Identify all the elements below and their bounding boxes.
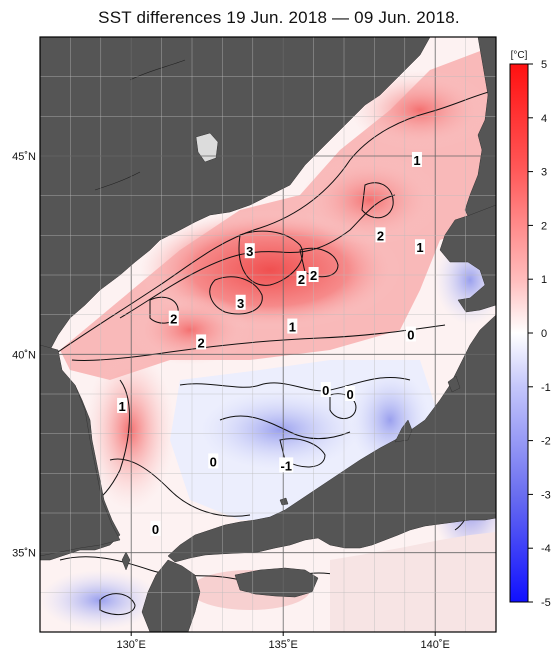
contour-label-text: 1 [289,320,296,335]
contour-label-bg [405,326,416,342]
contour-label-text: 1 [416,240,423,255]
shikoku [234,567,319,598]
contour-label: 2 [296,270,307,287]
contour-label: 1 [411,151,422,168]
map-frame [39,36,497,633]
contour-label-bg [244,243,255,259]
axis-labels: 130˚E 135˚E 140˚E 45˚N 40˚N 35˚N [12,151,450,651]
lat-lon-grid [40,37,496,632]
contour-label-bg [287,318,298,334]
contour-label-bg [150,520,161,536]
noto-peninsula [394,419,413,443]
contour-label: 2 [168,310,179,327]
colorbar-tick-label: -2 [541,436,551,448]
contour-label: 0 [345,386,356,402]
contour-label-bg [196,334,207,350]
contour-label: 3 [235,294,246,311]
contour-label-bg [235,294,246,310]
asian-continent [40,37,431,561]
contour-label-text: 3 [246,244,253,259]
land-masses [40,37,496,632]
contour-label: 2 [196,334,207,350]
colorbar: [°C] 5 4 3 2 1 0 -1 -2 -3 -4 -5 [509,50,551,609]
colorbar-tick-label: 5 [541,59,547,71]
contour-label: 2 [375,227,386,243]
lat-tick-label: 40˚N [12,349,36,361]
colorbar-tick-label: 4 [541,113,547,125]
contour-label-bg [296,270,307,286]
contour-label-bg [411,151,422,167]
contour-label: 1 [287,318,298,335]
contour-label-text: 2 [170,312,177,327]
contour-label-text: 1 [413,153,420,168]
contour-label: 0 [320,382,331,398]
lon-tick-label: 130˚E [117,639,146,651]
contour-label: 0 [405,326,416,343]
sado-island [447,375,461,393]
contour-label-bg [208,453,219,469]
contour-label: 0 [208,453,219,469]
contour-label-text: 0 [152,522,159,537]
colorbar-tick-label: -3 [541,489,551,501]
colorbar-tick-label: -1 [541,382,551,394]
contour-label: 1 [415,239,425,255]
contour-label-bg [279,457,294,473]
contour-label-text: 1 [118,399,125,414]
colorbar-tick-label: -4 [541,543,551,555]
honshu-south-strip [330,532,496,632]
contour-label: 3 [244,243,255,259]
contour-label-text: 0 [210,454,217,469]
contour-label: 1 [117,397,128,414]
contour-label-text: 2 [377,228,384,243]
colorbar-tick-label: -5 [541,597,551,609]
colorbar-tick-label: 1 [541,274,547,286]
contour-label-bg [308,267,319,282]
lon-tick-label: 135˚E [269,639,298,651]
contour-label: 0 [150,520,161,537]
contour-label-text: 2 [310,268,317,283]
oki-islands [279,497,289,506]
lat-tick-label: 35˚N [12,548,36,560]
contour-label-bg [415,239,425,255]
colorbar-gradient [509,63,529,603]
rivers [94,59,186,191]
contour-label-text: 2 [298,272,305,287]
colorbar-tick-label: 0 [541,328,547,340]
contour-label-text: -1 [280,458,292,473]
contour-label-bg [168,310,179,326]
lon-tick-label: 140˚E [421,639,450,651]
kyushu [141,559,201,632]
contour-label-bg [375,227,386,243]
lat-tick-label: 45˚N [12,151,36,163]
contour-label-bg [117,397,128,413]
colorbar-tick-label: 2 [541,220,547,232]
contour-label-bg [320,382,331,398]
hokkaido [439,204,496,313]
colorbar-tick-label: 3 [541,167,547,179]
contour-label: -1 [279,457,294,473]
contour-label-text: 3 [237,296,244,311]
contour-label-text: 2 [198,335,205,350]
lake [195,132,219,163]
contour-label-text: 0 [407,328,414,343]
tsushima-island [121,551,131,571]
contour-label-bg [345,386,356,401]
korean-peninsula [40,344,121,557]
contour-label-text: 0 [322,383,329,398]
colorbar-unit: [°C] [511,50,528,61]
map-title: SST differences 19 Jun. 2018 — 09 Jun. 2… [98,8,460,27]
colorbar-ticks: 5 4 3 2 1 0 -1 -2 -3 -4 -5 [528,59,551,609]
contour-label-text: 0 [346,387,353,402]
contour-label: 2 [308,267,319,283]
